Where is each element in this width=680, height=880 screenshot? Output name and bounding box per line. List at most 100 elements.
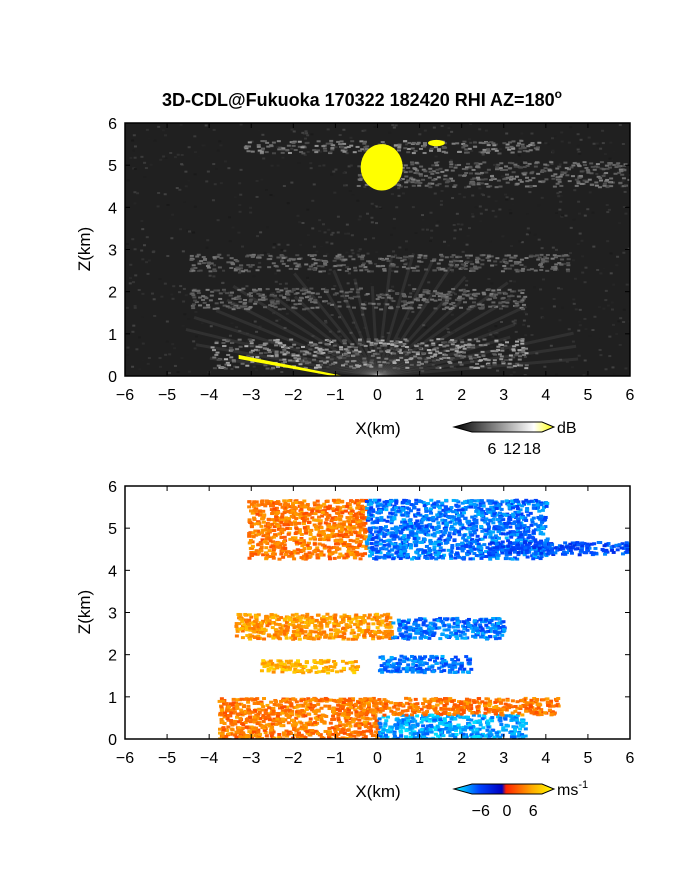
reflectivity-pixel — [530, 142, 535, 145]
velocity-pixel — [320, 514, 325, 518]
noise-pixel — [467, 138, 471, 141]
reflectivity-pixel — [321, 145, 326, 148]
noise-pixel — [212, 128, 216, 131]
noise-pixel — [179, 123, 183, 126]
noise-pixel — [270, 164, 274, 167]
reflectivity-pixel — [550, 174, 555, 177]
x-tick-label: −1 — [326, 387, 344, 404]
velocity-pixel — [432, 545, 437, 549]
velocity-pixel — [250, 546, 255, 550]
velocity-pixel — [468, 557, 473, 561]
reflectivity-pixel — [463, 264, 468, 267]
noise-pixel — [151, 251, 155, 254]
reflectivity-pixel — [340, 149, 345, 152]
velocity-pixel — [530, 518, 535, 522]
reflectivity-pixel — [525, 180, 530, 183]
noise-pixel — [607, 208, 611, 211]
noise-pixel — [565, 360, 569, 363]
reflectivity-pixel — [435, 171, 440, 174]
velocity-pixel — [302, 519, 307, 523]
noise-pixel — [328, 364, 332, 367]
reflectivity-pixel — [241, 270, 246, 273]
reflectivity-pixel — [397, 348, 402, 351]
reflectivity-pixel — [468, 182, 473, 185]
reflectivity-pixel — [501, 360, 506, 363]
velocity-pixel — [429, 511, 434, 515]
velocity-pixel — [508, 525, 513, 529]
velocity-pixel — [283, 553, 288, 557]
velocity-pixel — [480, 537, 485, 541]
velocity-pixel — [441, 521, 446, 525]
noise-pixel — [397, 331, 401, 334]
reflectivity-pixel — [357, 338, 362, 341]
noise-pixel — [388, 131, 392, 134]
noise-pixel — [525, 313, 529, 316]
velocity-pixel — [425, 502, 430, 506]
reflectivity-pixel — [458, 267, 463, 270]
velocity-pixel — [255, 512, 260, 516]
noise-pixel — [458, 193, 462, 196]
reflectivity-pixel — [255, 269, 260, 272]
velocity-pixel — [462, 511, 467, 515]
reflectivity-pixel — [586, 170, 591, 173]
velocity-pixel — [375, 504, 380, 508]
noise-pixel — [347, 272, 351, 275]
noise-pixel — [386, 332, 390, 335]
velocity-pixel — [576, 543, 581, 547]
velocity-pixel — [492, 539, 497, 543]
reflectivity-pixel — [526, 268, 531, 271]
reflectivity-pixel — [398, 343, 403, 346]
noise-pixel — [231, 226, 235, 229]
noise-pixel — [283, 249, 287, 252]
reflectivity-pixel — [260, 293, 265, 296]
noise-pixel — [378, 206, 382, 209]
noise-pixel — [510, 245, 514, 248]
velocity-pixel — [465, 542, 470, 546]
velocity-pixel — [506, 549, 511, 553]
reflectivity-pixel — [463, 344, 468, 347]
noise-pixel — [500, 175, 504, 178]
velocity-pixel — [319, 526, 324, 530]
reflectivity-pixel — [281, 148, 286, 151]
reflectivity-pixel — [462, 140, 467, 143]
velocity-pixel — [274, 518, 279, 522]
velocity-pixel — [443, 528, 448, 532]
noise-pixel — [597, 306, 601, 309]
velocity-pixel — [326, 538, 331, 542]
reflectivity-pixel — [191, 269, 196, 272]
noise-pixel — [204, 124, 208, 127]
velocity-pixel — [434, 517, 439, 521]
velocity-pixel — [448, 520, 453, 524]
reflectivity-pixel — [328, 350, 333, 353]
reflectivity-pixel — [562, 172, 567, 175]
reflectivity-pixel — [555, 167, 560, 170]
reflectivity-pixel — [229, 291, 234, 294]
velocity-pixel — [506, 547, 511, 551]
velocity-pixel — [472, 547, 477, 551]
velocity-pixel — [515, 505, 520, 509]
velocity-pixel — [290, 536, 295, 540]
reflectivity-pixel — [348, 296, 353, 299]
noise-pixel — [455, 212, 459, 215]
reflectivity-pixel — [202, 306, 207, 309]
noise-pixel — [350, 234, 354, 237]
velocity-pixel — [436, 530, 441, 534]
noise-pixel — [392, 250, 396, 253]
velocity-pixel — [591, 551, 596, 555]
reflectivity-pixel — [279, 289, 284, 292]
noise-pixel — [183, 313, 187, 316]
velocity-pixel — [350, 500, 355, 504]
velocity-pixel — [440, 556, 445, 560]
reflectivity-pixel — [215, 289, 220, 292]
velocity-pixel — [438, 530, 443, 534]
reflectivity-pixel — [562, 254, 567, 257]
reflectivity-pixel — [481, 354, 486, 357]
velocity-pixel — [511, 512, 516, 516]
velocity-pixel — [367, 535, 372, 539]
velocity-pixel — [488, 547, 493, 551]
velocity-pixel — [402, 534, 407, 538]
velocity-pixel — [352, 526, 357, 530]
noise-pixel — [193, 151, 197, 154]
reflectivity-pixel — [622, 168, 627, 171]
noise-pixel — [286, 339, 290, 342]
